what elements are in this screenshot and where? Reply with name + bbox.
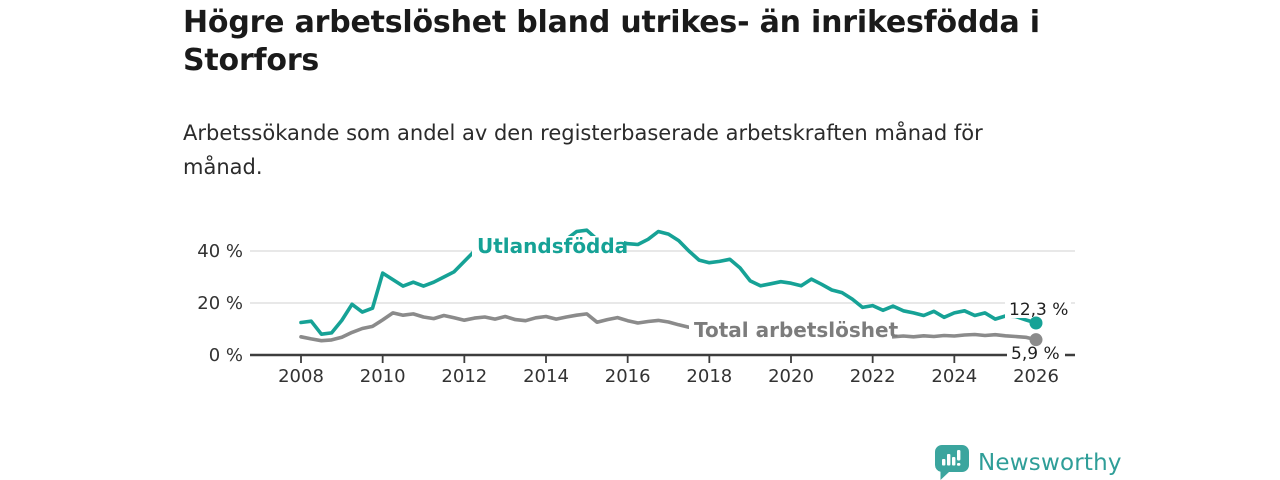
x-tick-label: 2022 <box>850 366 896 387</box>
end-value-label-utlandsfodda: 12,3 % <box>1009 300 1068 320</box>
series-line-utlandsfodda <box>299 228 1038 337</box>
x-tick-label: 2014 <box>523 366 569 387</box>
page-title-line1: Högre arbetslöshet bland utrikes- än inr… <box>183 5 1040 40</box>
chart-subtitle-line2: månad. <box>183 155 263 179</box>
x-tick-label: 2016 <box>605 366 651 387</box>
end-value-label-total: 5,9 % <box>1011 344 1060 364</box>
page-title: Högre arbetslöshet bland utrikes- än inr… <box>183 4 1203 80</box>
x-tick-label: 2008 <box>278 366 324 387</box>
newsworthy-wordmark: Newsworthy <box>978 449 1122 476</box>
newsworthy-logo-icon <box>935 445 969 480</box>
x-tick-label: 2026 <box>1013 366 1059 387</box>
y-tick-label: 0 % <box>209 345 243 366</box>
y-tick-label: 20 % <box>197 293 243 314</box>
series-label-bg <box>689 319 892 341</box>
x-tick-label: 2018 <box>686 366 732 387</box>
end-dot-total <box>1029 333 1043 347</box>
chart-subtitle: Arbetssökande som andel av den registerb… <box>183 116 1063 184</box>
series-label-bg <box>472 236 624 257</box>
series-line-total <box>299 311 1038 343</box>
series-label-utlandsfodda: Utlandsfödda <box>477 234 628 258</box>
x-tick-label: 2010 <box>360 366 406 387</box>
x-tick-label: 2012 <box>441 366 487 387</box>
end-value-label-bg <box>1007 345 1065 363</box>
chart-subtitle-line1: Arbetssökande som andel av den registerb… <box>183 121 983 145</box>
series-label-total: Total arbetslöshet <box>694 318 899 342</box>
y-tick-label: 40 % <box>197 241 243 262</box>
end-value-label-bg <box>1005 300 1071 318</box>
x-tick-label: 2024 <box>931 366 977 387</box>
x-tick-label: 2020 <box>768 366 814 387</box>
page-title-line2: Storfors <box>183 43 320 78</box>
end-dot-utlandsfodda <box>1029 316 1043 330</box>
newsworthy-branding: Newsworthy <box>935 445 1122 480</box>
